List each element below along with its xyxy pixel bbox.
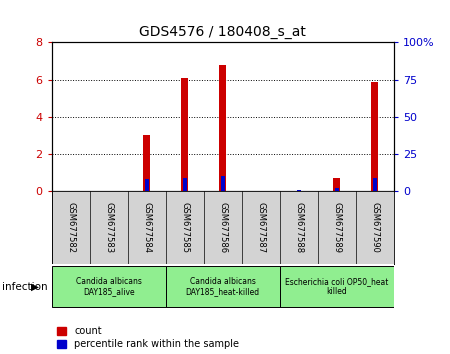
Text: GSM677589: GSM677589 <box>332 202 341 253</box>
Text: GSM677584: GSM677584 <box>142 202 151 253</box>
Bar <box>183 178 187 191</box>
Text: GSM677586: GSM677586 <box>218 202 227 253</box>
Bar <box>333 178 340 191</box>
FancyBboxPatch shape <box>166 266 280 307</box>
Bar <box>297 190 301 191</box>
Legend: count, percentile rank within the sample: count, percentile rank within the sample <box>57 326 239 349</box>
Text: GSM677582: GSM677582 <box>66 202 75 253</box>
Bar <box>335 188 339 191</box>
Bar <box>371 81 378 191</box>
Text: ▶: ▶ <box>31 282 39 292</box>
Text: GSM677585: GSM677585 <box>180 202 189 253</box>
Title: GDS4576 / 180408_s_at: GDS4576 / 180408_s_at <box>140 25 306 39</box>
Text: GSM677587: GSM677587 <box>256 202 265 253</box>
Bar <box>145 179 148 191</box>
Text: GSM677590: GSM677590 <box>370 202 379 253</box>
Text: infection: infection <box>2 282 48 292</box>
Text: Candida albicans
DAY185_heat-killed: Candida albicans DAY185_heat-killed <box>186 277 260 296</box>
Text: Escherichia coli OP50_heat
killed: Escherichia coli OP50_heat killed <box>285 277 388 296</box>
Text: GSM677588: GSM677588 <box>294 202 303 253</box>
Text: GSM677583: GSM677583 <box>104 202 113 253</box>
Bar <box>219 65 226 191</box>
FancyBboxPatch shape <box>280 266 394 307</box>
Bar <box>144 135 150 191</box>
Bar <box>373 178 377 191</box>
FancyBboxPatch shape <box>52 266 166 307</box>
Bar <box>181 78 188 191</box>
Text: Candida albicans
DAY185_alive: Candida albicans DAY185_alive <box>76 277 142 296</box>
Bar <box>221 176 225 191</box>
